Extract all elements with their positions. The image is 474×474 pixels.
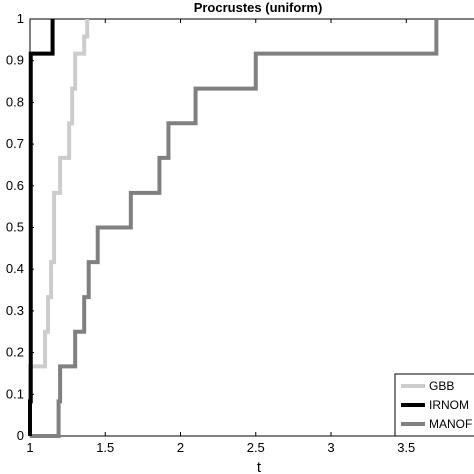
series-layer <box>28 19 439 438</box>
y-tick-label: 1 <box>17 11 24 26</box>
legend-label: MANOF <box>429 417 472 431</box>
y-tick-label: 0.6 <box>6 178 24 193</box>
y-tick-label: 0.4 <box>6 261 24 276</box>
legend-label: IRNOM <box>429 398 469 412</box>
series-gbb-line <box>28 19 90 436</box>
x-tick-label: 1 <box>26 440 33 455</box>
series-manopt-line <box>30 19 439 438</box>
y-tick-label: 0.2 <box>6 345 24 360</box>
x-axis: 1 1.5 2 2.5 3 3.5 <box>26 19 415 455</box>
y-tick-label: 0.1 <box>6 386 24 401</box>
x-tick-label: 3.5 <box>397 440 415 455</box>
y-tick-label: 0.8 <box>6 94 24 109</box>
legend: GBB IRNOM MANOF <box>394 373 474 437</box>
y-tick-label: 0.3 <box>6 303 24 318</box>
series-irnom-line <box>28 19 55 436</box>
x-tick-label: 2 <box>177 440 184 455</box>
x-tick-label: 1.5 <box>96 440 114 455</box>
x-tick-label: 2.5 <box>247 440 265 455</box>
x-axis-label: t <box>257 459 262 474</box>
chart-title: Procrustes (uniform) <box>194 0 323 15</box>
x-tick-label: 3 <box>327 440 334 455</box>
y-tick-label: 0.7 <box>6 136 24 151</box>
y-tick-label: 0.5 <box>6 220 24 235</box>
y-tick-label: 0.9 <box>6 53 24 68</box>
y-tick-label: 0 <box>17 428 24 443</box>
legend-label: GBB <box>429 379 454 393</box>
